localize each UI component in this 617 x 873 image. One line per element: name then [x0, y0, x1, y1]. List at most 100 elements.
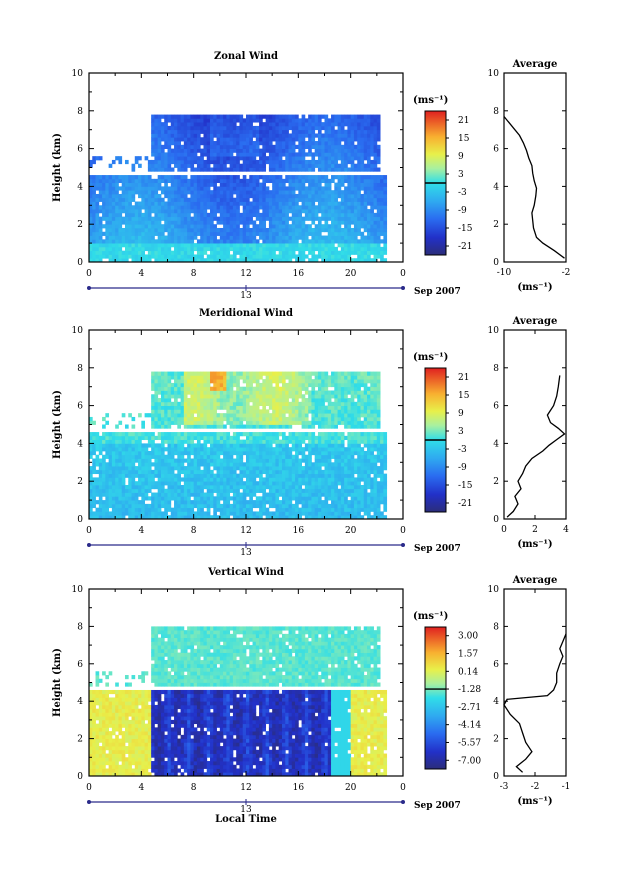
heatmap-cell: [92, 488, 96, 493]
heatmap-cell: [210, 496, 214, 501]
heatmap-cell: [219, 152, 224, 157]
heatmap-cell: [232, 503, 237, 509]
heatmap-cell: [151, 477, 155, 482]
heatmap-cell: [281, 503, 286, 509]
heatmap-cell: [219, 193, 224, 199]
heatmap-cell: [268, 379, 273, 384]
heatmap-cell: [177, 246, 181, 252]
heatmap-cell: [229, 435, 234, 441]
heatmap-cell: [203, 133, 208, 138]
heatmap-cell: [353, 220, 358, 225]
heatmap-cell: [193, 375, 198, 380]
heatmap-cell: [295, 209, 299, 214]
heatmap-cell: [190, 375, 195, 380]
heatmap-cell: [281, 477, 286, 482]
heatmap-cell: [295, 224, 299, 229]
heatmap-cell: [200, 114, 204, 119]
heatmap-cell: [232, 148, 237, 153]
heatmap-cell: [353, 167, 358, 172]
heatmap-cell: [236, 454, 240, 459]
colorbar-tick-label: -21: [458, 242, 473, 252]
heatmap-cell: [275, 163, 280, 168]
heatmap-cell: [344, 141, 348, 146]
heatmap-cell: [187, 258, 191, 263]
heatmap-cell: [164, 220, 168, 225]
heatmap-cell: [213, 462, 217, 467]
heatmap-cell: [151, 186, 155, 191]
heatmap-cell: [265, 379, 270, 384]
heatmap-cell: [206, 227, 211, 233]
heatmap-cell: [259, 129, 263, 134]
heatmap-cell: [223, 231, 227, 236]
heatmap-cell: [239, 239, 244, 244]
heatmap-cell: [373, 182, 378, 187]
x-tick-label: 8: [191, 269, 197, 279]
heatmap-cell: [239, 390, 244, 395]
heatmap-cell: [174, 129, 178, 134]
heatmap-cell: [105, 466, 110, 471]
heatmap-cell: [226, 159, 231, 165]
heatmap-cell: [380, 254, 384, 259]
heatmap-cell: [278, 466, 283, 471]
heatmap-cell: [226, 197, 231, 202]
heatmap-cell: [255, 182, 260, 187]
x-tick-label: 4: [138, 269, 144, 279]
heatmap-cell: [249, 227, 253, 233]
heatmap-cell: [157, 413, 162, 418]
heatmap-cell: [334, 175, 338, 180]
heatmap-cell: [298, 129, 302, 134]
heatmap-cell: [115, 473, 119, 478]
heatmap-cell: [111, 500, 116, 505]
heatmap-cell: [246, 390, 250, 395]
heatmap-cell: [124, 447, 129, 452]
heatmap-cell: [92, 216, 96, 221]
heatmap-cell: [308, 224, 312, 229]
heatmap-cell: [196, 488, 201, 493]
heatmap-cell: [105, 246, 110, 252]
heatmap-cell: [232, 484, 237, 490]
heatmap-cell: [272, 515, 276, 520]
heatmap-cell: [174, 409, 178, 414]
heatmap-cell: [206, 432, 211, 437]
heatmap-cell: [128, 515, 132, 520]
heatmap-cell: [105, 481, 110, 486]
heatmap-cell: [200, 469, 204, 475]
heatmap-cell: [265, 193, 270, 199]
heatmap-cell: [203, 197, 208, 202]
heatmap-cell: [350, 239, 355, 244]
heatmap-cell: [285, 500, 289, 505]
heatmap-cell: [373, 148, 378, 153]
heatmap-cell: [252, 167, 257, 172]
heatmap-cell: [308, 118, 312, 123]
heatmap-cell: [190, 420, 195, 425]
heatmap-cell: [124, 250, 129, 255]
heatmap-cell: [288, 239, 293, 244]
heatmap-cell: [147, 212, 152, 218]
heatmap-cell: [242, 175, 247, 180]
heatmap-cell: [154, 371, 159, 376]
heatmap-cell: [190, 258, 195, 263]
heatmap-cell: [187, 450, 191, 456]
heatmap-cell: [124, 190, 129, 195]
heatmap-cell: [102, 435, 106, 441]
heatmap-cell: [157, 178, 162, 184]
heatmap-cell: [183, 114, 188, 119]
heatmap-cell: [108, 481, 113, 486]
heatmap-cell: [255, 511, 260, 516]
heatmap-cell: [314, 133, 319, 138]
heatmap-cell: [321, 239, 325, 244]
heatmap-cell: [321, 148, 325, 153]
heatmap-cell: [321, 254, 325, 259]
heatmap-cell: [213, 254, 217, 259]
heatmap-cell: [216, 466, 221, 471]
heatmap-cell: [118, 193, 123, 199]
heatmap-cell: [128, 224, 132, 229]
heatmap-cell: [334, 129, 338, 134]
heatmap-cell: [190, 401, 195, 406]
heatmap-cell: [226, 133, 231, 138]
heatmap-cell: [278, 133, 283, 138]
heatmap-cell: [128, 201, 132, 206]
heatmap-cell: [196, 413, 201, 418]
heatmap-cell: [373, 212, 378, 218]
x-tick-label: 12: [240, 269, 251, 279]
